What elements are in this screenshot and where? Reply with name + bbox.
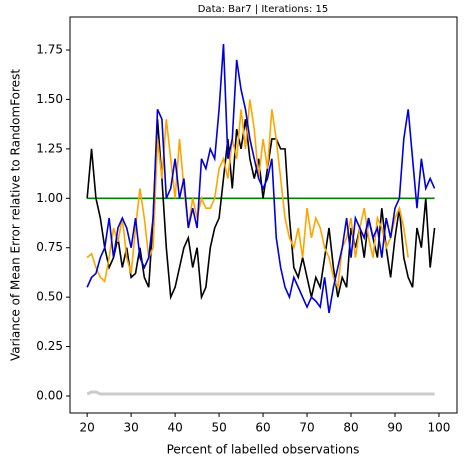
x-tick-label: 80 [343, 421, 358, 435]
x-tick-label: 40 [167, 421, 182, 435]
x-tick-label: 50 [211, 421, 226, 435]
x-tick-label: 90 [387, 421, 402, 435]
y-tick-label: 1.75 [36, 43, 63, 57]
x-tick-label: 100 [428, 421, 451, 435]
x-tick-label: 20 [80, 421, 95, 435]
series-line [86, 390, 435, 396]
y-tick-label: 1.50 [36, 92, 63, 106]
y-tick-label: 0.50 [36, 290, 63, 304]
y-tick-label: 0.25 [36, 339, 63, 353]
y-tick-label: 1.25 [36, 141, 63, 155]
y-axis-label: Variance of Mean Error relative to Rando… [9, 69, 23, 361]
x-tick-label: 70 [299, 421, 314, 435]
series-line [86, 119, 436, 301]
chart-title: Data: Bar7 | Iterations: 15 [198, 4, 329, 15]
series-line [86, 44, 436, 314]
y-tick-label: 0.75 [36, 240, 63, 254]
y-tick-label: 1.00 [36, 191, 63, 205]
x-tick-label: 30 [123, 421, 138, 435]
y-tick-label: 0.00 [36, 388, 63, 402]
x-tick-label: 60 [255, 421, 270, 435]
x-axis-label: Percent of labelled observations [167, 443, 360, 457]
